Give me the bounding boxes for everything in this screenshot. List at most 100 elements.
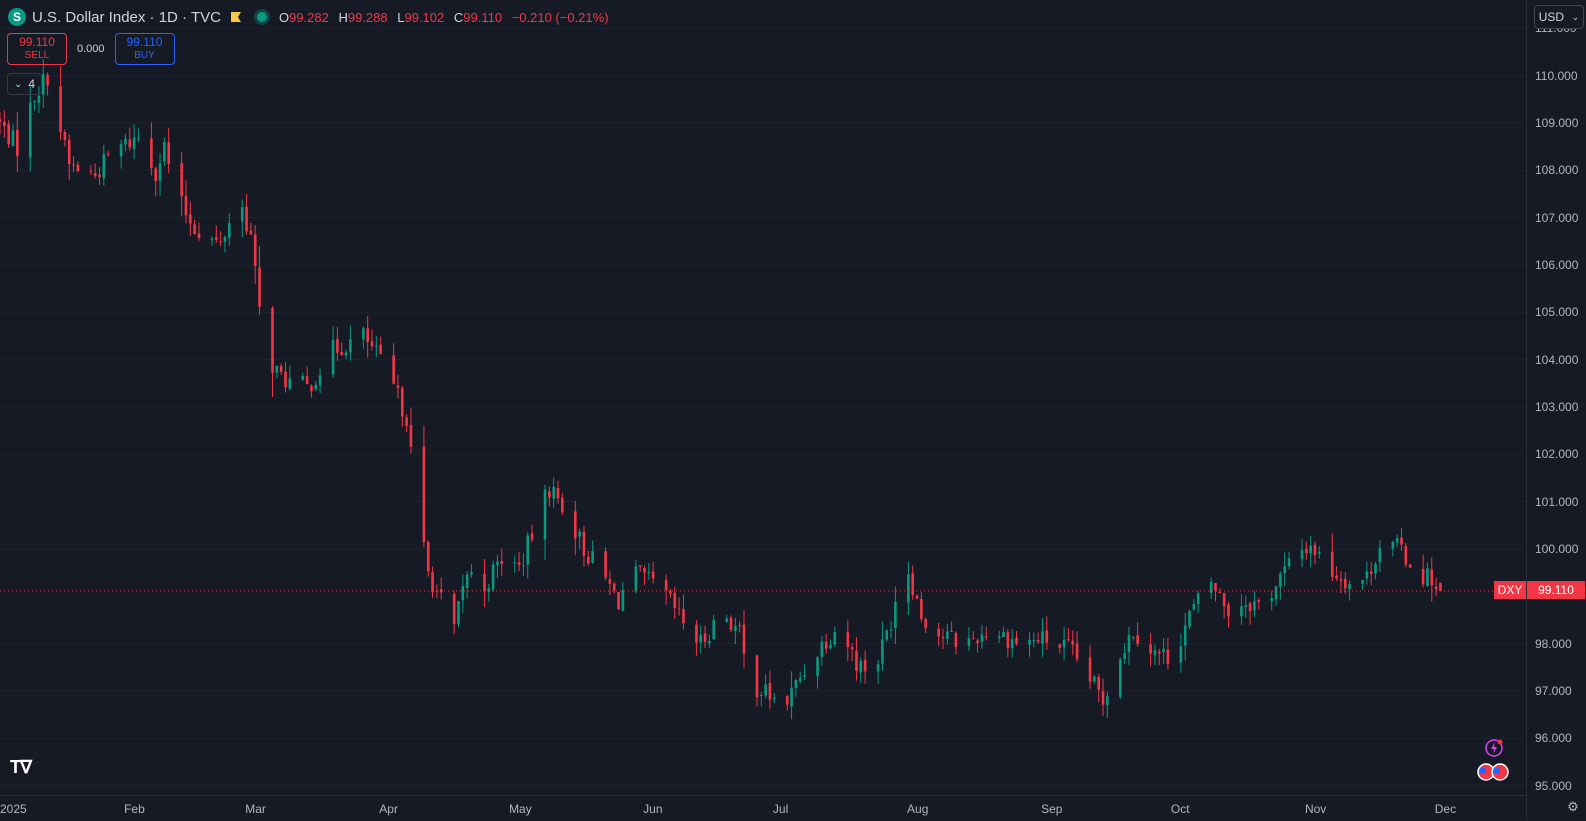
candle-body	[193, 224, 196, 234]
candle-body	[708, 640, 711, 643]
candle-body	[647, 572, 651, 574]
candle-body	[907, 574, 910, 603]
candle-body	[638, 565, 642, 567]
candle-body	[93, 173, 97, 177]
us-flag-icon[interactable]	[1476, 762, 1512, 782]
candle-body	[197, 233, 201, 239]
candle-body	[318, 375, 322, 386]
candle-body	[612, 583, 616, 591]
candle-body	[833, 631, 837, 645]
chart-pane[interactable]: S U.S. Dollar Index · 1D · TVC O99.282 H…	[0, 0, 1526, 795]
candle-body	[1374, 563, 1377, 574]
candle-body	[651, 571, 655, 579]
candle-body	[608, 579, 612, 584]
candle-body	[1075, 643, 1079, 659]
candle-body	[924, 619, 927, 629]
candle-body	[742, 624, 746, 654]
candle-body	[150, 138, 153, 169]
market-status-icon[interactable]	[256, 12, 267, 22]
candle-body	[967, 638, 971, 646]
price-tick-label: 109.000	[1535, 116, 1579, 131]
candle-body	[1032, 640, 1036, 642]
candle-body	[729, 617, 733, 630]
time-tick-label: Oct	[1170, 802, 1190, 816]
candle-body	[552, 486, 555, 499]
candle-body	[340, 351, 344, 355]
candle-body	[1426, 568, 1429, 587]
candle-body	[349, 339, 352, 353]
candle-body	[375, 346, 378, 348]
candle-body	[305, 376, 309, 384]
candle-body	[586, 557, 590, 564]
candle-body	[1274, 586, 1278, 600]
candle-body	[1183, 625, 1187, 646]
candle-body	[46, 74, 49, 86]
candle-body	[1253, 601, 1256, 611]
candle-body	[483, 573, 486, 592]
candle-body	[578, 531, 581, 537]
symbol-logo-icon[interactable]: S	[8, 8, 26, 26]
candle-body	[971, 638, 975, 640]
time-tick-label: Mar	[245, 802, 266, 816]
candle-body	[673, 592, 677, 609]
candle-body	[859, 660, 863, 673]
candle-body	[1015, 637, 1018, 644]
price-axis[interactable]: 111.000110.000109.000108.000107.000106.0…	[1526, 0, 1586, 820]
lightning-icon[interactable]	[1484, 738, 1504, 758]
candle-body	[1279, 573, 1282, 587]
candle-body	[362, 328, 365, 340]
candle-body	[634, 566, 638, 592]
candle-body	[1378, 547, 1382, 563]
time-axis[interactable]: 2025 Feb Mar Apr May Jun Jul Aug Sep Oct Nov Dec	[0, 795, 1526, 821]
candle-body	[1036, 639, 1040, 642]
candle-body	[617, 591, 620, 610]
candle-body	[755, 655, 759, 698]
sell-button[interactable]: 99.110 SELL	[7, 33, 67, 65]
candle-body	[28, 102, 32, 158]
currency-selector[interactable]: USD ⌄	[1534, 5, 1584, 29]
chevron-down-icon: ⌄	[14, 78, 23, 90]
time-tick-label: May	[509, 802, 532, 816]
candle-body	[67, 139, 71, 165]
candle-body	[1041, 631, 1044, 644]
flag-icon[interactable]	[230, 12, 241, 22]
candle-body	[1162, 648, 1165, 653]
candle-body	[249, 230, 253, 235]
price-tick-label: 97.000	[1535, 683, 1572, 698]
price-tick-label: 104.000	[1535, 352, 1579, 367]
settings-gear-icon[interactable]: ⚙	[1567, 799, 1579, 814]
grid-lines	[0, 27, 1526, 787]
indicators-toggle-button[interactable]: ⌄ 4	[7, 73, 43, 95]
candle-body	[1300, 550, 1304, 560]
candle-body	[16, 129, 19, 156]
candle-body	[59, 86, 62, 133]
candle-body	[1365, 571, 1369, 579]
candle-body	[764, 684, 767, 696]
candle-body	[548, 491, 551, 498]
price-tick-label: 108.000	[1535, 163, 1579, 178]
spread-value: 0.000	[77, 43, 105, 55]
symbol-title[interactable]: U.S. Dollar Index · 1D · TVC	[32, 8, 221, 26]
buy-button[interactable]: 99.110 BUY	[114, 33, 175, 65]
time-tick-label: Dec	[1434, 802, 1457, 816]
price-tick-label: 102.000	[1535, 447, 1579, 462]
candle-body	[180, 163, 183, 197]
candle-body	[1192, 603, 1196, 610]
candle-body	[760, 695, 763, 697]
candle-body	[1330, 551, 1334, 577]
candle-body	[1149, 644, 1152, 654]
candlestick-plot[interactable]	[0, 0, 1526, 795]
candle-body	[1196, 593, 1200, 604]
candle-body	[240, 207, 244, 222]
candles-group	[0, 59, 1442, 720]
candle-body	[219, 241, 222, 243]
candle-body	[677, 607, 681, 609]
candle-body	[1404, 545, 1408, 565]
tradingview-logo-icon[interactable]: T∇	[10, 757, 32, 777]
candle-body	[158, 163, 162, 181]
candle-body	[561, 497, 564, 513]
candle-body	[336, 338, 339, 353]
candle-body	[396, 385, 400, 388]
candle-body	[772, 697, 776, 700]
candle-body	[137, 138, 140, 140]
